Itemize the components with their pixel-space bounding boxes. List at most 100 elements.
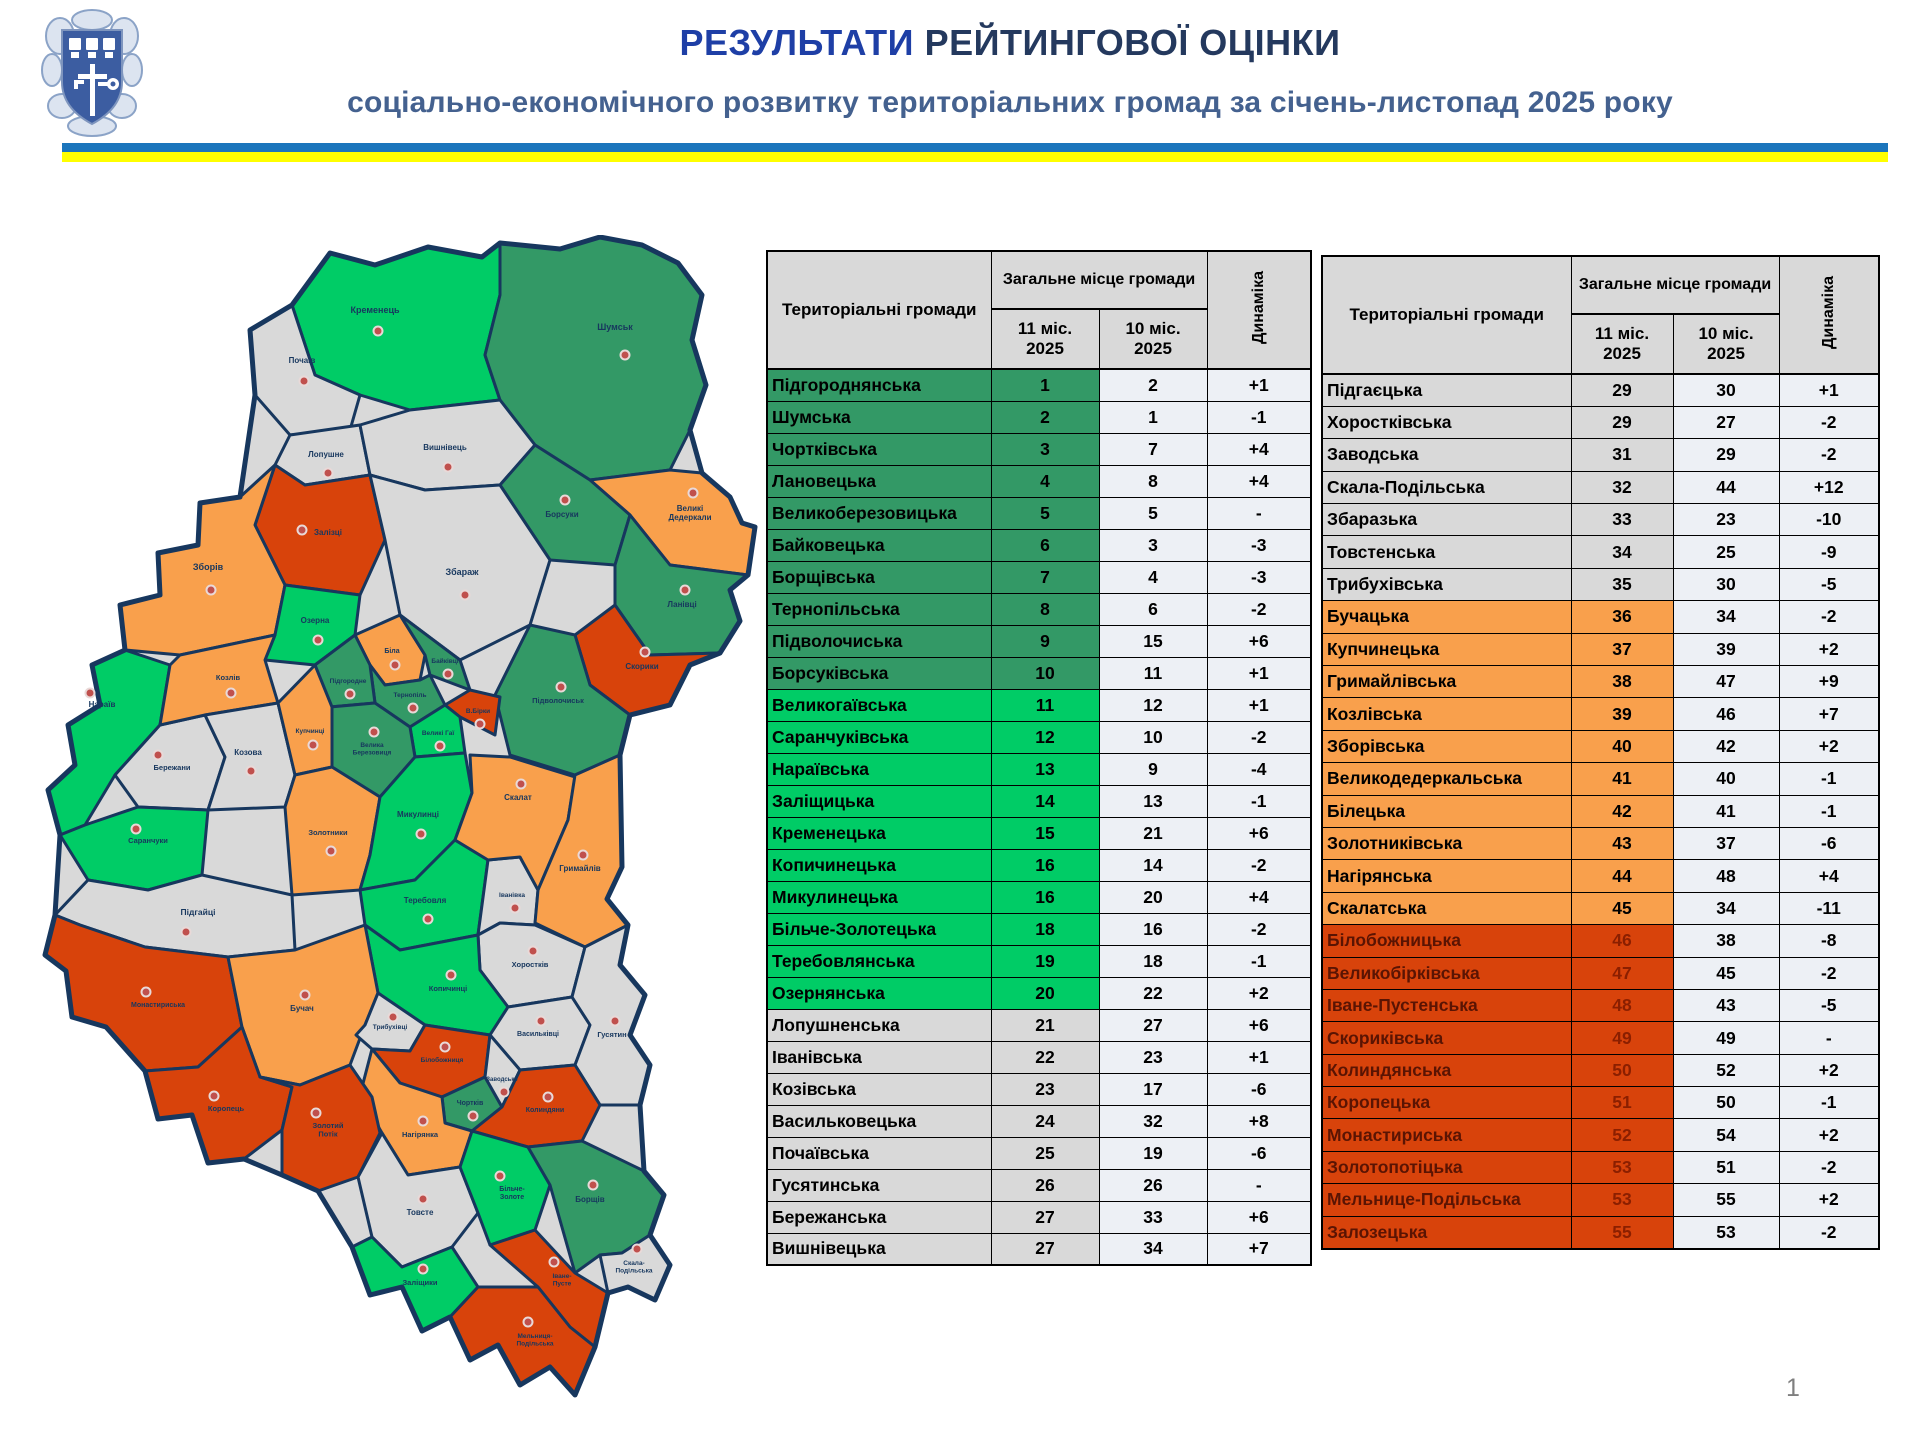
dynamics-value: -4 xyxy=(1206,752,1312,786)
settlement-dot xyxy=(631,1243,643,1255)
community-name: Саранчуківська xyxy=(766,720,992,754)
title-part1: РЕЗУЛЬТАТИ xyxy=(679,22,915,63)
settlement-dot xyxy=(152,749,164,761)
table-row: Товстенська 34 25 -9 xyxy=(1321,535,1880,569)
community-name: Колиндянська xyxy=(1321,1053,1572,1088)
place-11-months: 36 xyxy=(1570,600,1674,634)
place-10-months: 11 xyxy=(1098,656,1208,690)
map-region-label: Хоростків xyxy=(512,960,549,969)
table-row: Підгороднянська 1 2 +1 xyxy=(766,368,1312,402)
place-11-months: 43 xyxy=(1570,826,1674,861)
map-region-label: Гусятин xyxy=(597,1030,626,1039)
settlement-dot xyxy=(548,1256,560,1268)
settlement-dot xyxy=(298,375,310,387)
dynamics-value: +4 xyxy=(1206,432,1312,466)
place-11-months: 22 xyxy=(990,1040,1100,1074)
map-region-label: Великі Дедеркали xyxy=(668,504,711,522)
place-11-months: 7 xyxy=(990,560,1100,594)
map-region-label: Золотий Потік xyxy=(312,1121,343,1139)
dynamics-value: +12 xyxy=(1778,470,1880,505)
place-10-months: 51 xyxy=(1672,1150,1780,1185)
map-region-label: Мельниця-Подільська xyxy=(516,1333,553,1348)
dynamics-value: +4 xyxy=(1206,880,1312,914)
dynamics-value: -5 xyxy=(1778,988,1880,1023)
table-row: Озернянська 20 22 +2 xyxy=(766,976,1312,1010)
map-region-label: Теребовля xyxy=(404,896,447,905)
place-10-months: 1 xyxy=(1098,400,1208,434)
settlement-dot xyxy=(442,668,454,680)
col-header-dynamics: Динаміка xyxy=(1778,255,1880,375)
map-region-label: Велика Березовиця xyxy=(353,742,392,757)
place-11-months: 1 xyxy=(990,368,1100,402)
dynamics-value: -2 xyxy=(1778,1215,1880,1250)
table-row: Кременецька 15 21 +6 xyxy=(766,816,1312,850)
place-11-months: 44 xyxy=(1570,859,1674,893)
dynamics-value: +1 xyxy=(1206,368,1312,402)
place-11-months: 40 xyxy=(1570,729,1674,764)
table-row: Збаразька 33 23 -10 xyxy=(1321,503,1880,537)
dynamics-value: +1 xyxy=(1206,1040,1312,1074)
community-name: Зборівська xyxy=(1321,729,1572,764)
place-10-months: 4 xyxy=(1098,560,1208,594)
place-10-months: 2 xyxy=(1098,368,1208,402)
dynamics-value: -2 xyxy=(1778,956,1880,990)
table-row: Тернопільська 8 6 -2 xyxy=(766,592,1312,626)
table-row: Саранчуківська 12 10 -2 xyxy=(766,720,1312,754)
map-region-label: Скала-Подільська xyxy=(615,1260,652,1275)
place-10-months: 34 xyxy=(1672,891,1780,926)
table-row: Іванівська 22 23 +1 xyxy=(766,1040,1312,1074)
map-region-label: Шумськ xyxy=(597,322,633,332)
map-region-label: Коропець xyxy=(208,1104,245,1113)
settlement-dot xyxy=(417,1115,429,1127)
table-row: Залозецька 55 53 -2 xyxy=(1321,1215,1880,1250)
dynamics-value: +1 xyxy=(1778,373,1880,407)
community-name: Копичинецька xyxy=(766,848,992,882)
place-11-months: 26 xyxy=(990,1168,1100,1202)
place-10-months: 44 xyxy=(1672,470,1780,505)
dynamics-value: -2 xyxy=(1778,1150,1880,1185)
place-11-months: 46 xyxy=(1570,924,1674,958)
map-region-label: Бучач xyxy=(290,1004,314,1013)
dynamics-value: -2 xyxy=(1206,848,1312,882)
community-name: Трибухівська xyxy=(1321,567,1572,602)
map-region-label: Трибухівці xyxy=(373,1023,408,1031)
settlement-dot xyxy=(312,634,324,646)
table-row: Мельнице-Подільська 53 55 +2 xyxy=(1321,1183,1880,1217)
place-11-months: 18 xyxy=(990,912,1100,946)
community-name: Великобірківська xyxy=(1321,956,1572,990)
place-10-months: 19 xyxy=(1098,1136,1208,1170)
place-11-months: 53 xyxy=(1570,1150,1674,1185)
place-10-months: 47 xyxy=(1672,665,1780,699)
ranking-table-places-29-55: Територіальні громади Загальне місце гро… xyxy=(1321,255,1880,1250)
map-region-label: Байківці xyxy=(431,657,458,665)
community-name: Байковецька xyxy=(766,528,992,562)
dynamics-value: +7 xyxy=(1778,697,1880,731)
map-region-label: Нараїв xyxy=(89,700,116,709)
table-row: Байковецька 6 3 -3 xyxy=(766,528,1312,562)
place-10-months: 29 xyxy=(1672,438,1780,472)
title-part2: РЕЙТИНГОВОЇ ОЦІНКИ xyxy=(914,22,1341,63)
settlement-dot xyxy=(445,969,457,981)
settlement-dot xyxy=(559,494,571,506)
community-name: Білобожницька xyxy=(1321,924,1572,958)
map-region-label: Бережани xyxy=(154,763,191,772)
place-10-months: 33 xyxy=(1098,1200,1208,1234)
place-11-months: 37 xyxy=(1570,632,1674,667)
map-region-Козлівська xyxy=(158,633,280,727)
oblast-choropleth-map: Кременець Шумськ Почаїв Великі Дедеркали Лопу… xyxy=(42,235,758,1398)
table-row: Зборівська 40 42 +2 xyxy=(1321,729,1880,764)
settlement-dot xyxy=(368,726,380,738)
community-name: Білецька xyxy=(1321,794,1572,828)
place-10-months: 41 xyxy=(1672,794,1780,828)
place-10-months: 50 xyxy=(1672,1086,1780,1120)
place-10-months: 30 xyxy=(1672,373,1780,407)
settlement-dot xyxy=(325,845,337,857)
map-region-label: Зборів xyxy=(193,562,224,572)
flag-yellow-stripe xyxy=(62,152,1888,162)
settlement-dot xyxy=(225,687,237,699)
table-row: Більче-Золотецька 18 16 -2 xyxy=(766,912,1312,946)
table-row: Коропецька 51 50 -1 xyxy=(1321,1086,1880,1120)
community-name: Скала-Подільська xyxy=(1321,470,1572,505)
place-10-months: 21 xyxy=(1098,816,1208,850)
community-name: Микулинецька xyxy=(766,880,992,914)
